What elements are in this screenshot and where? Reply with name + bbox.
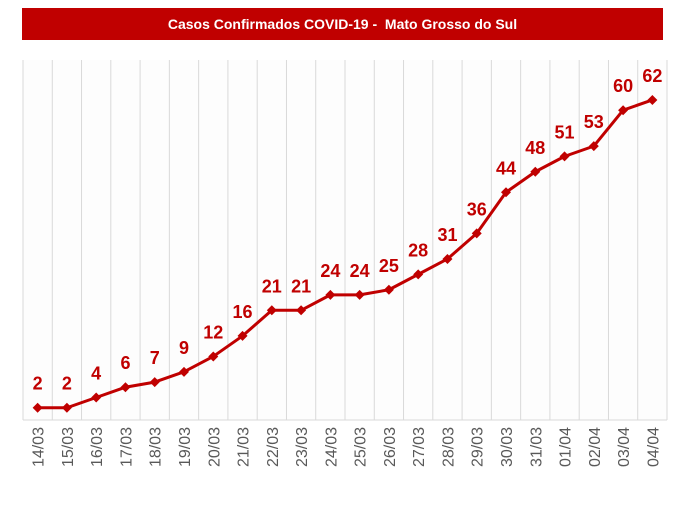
data-label: 48 xyxy=(525,138,545,158)
chart-title: Casos Confirmados COVID-19 - Mato Grosso… xyxy=(22,8,663,40)
data-point-marker xyxy=(530,166,541,177)
data-point-marker xyxy=(618,105,629,116)
data-label: 62 xyxy=(642,66,662,86)
data-point-marker xyxy=(501,187,511,198)
x-tick-label: 27/03 xyxy=(411,427,428,467)
x-tick-label: 18/03 xyxy=(148,427,165,467)
x-tick-label: 15/03 xyxy=(60,427,77,467)
x-tick-label: 19/03 xyxy=(177,427,194,467)
x-tick-label: 20/03 xyxy=(206,427,223,467)
x-tick-label: 30/03 xyxy=(499,427,516,467)
data-label: 2 xyxy=(62,374,72,394)
data-label: 21 xyxy=(262,276,282,296)
data-point-marker xyxy=(442,253,453,264)
data-label: 16 xyxy=(233,302,253,322)
x-tick-label: 29/03 xyxy=(470,427,487,467)
x-tick-label: 14/03 xyxy=(31,427,48,467)
data-label: 44 xyxy=(496,158,516,178)
data-label: 2 xyxy=(33,374,43,394)
data-label: 24 xyxy=(320,261,340,281)
data-point-marker xyxy=(120,382,131,393)
x-tick-label: 04/04 xyxy=(645,427,662,467)
data-label: 51 xyxy=(555,122,575,142)
data-label: 53 xyxy=(584,112,604,132)
data-label: 6 xyxy=(120,353,130,373)
data-label: 4 xyxy=(91,363,101,383)
data-label: 24 xyxy=(350,261,370,281)
data-point-marker xyxy=(91,392,102,403)
data-point-marker xyxy=(354,289,365,300)
x-tick-label: 01/04 xyxy=(558,427,575,467)
data-label: 60 xyxy=(613,76,633,96)
data-point-marker xyxy=(296,305,307,316)
x-tick-label: 21/03 xyxy=(236,427,253,467)
data-point-marker xyxy=(266,305,277,316)
data-point-marker xyxy=(32,402,43,413)
data-label: 12 xyxy=(203,322,223,342)
x-tick-label: 23/03 xyxy=(294,427,311,467)
x-tick-label: 02/04 xyxy=(587,427,604,467)
x-tick-label: 16/03 xyxy=(89,427,106,467)
x-tick-label: 25/03 xyxy=(353,427,370,467)
data-label: 21 xyxy=(291,276,311,296)
data-label: 31 xyxy=(437,225,457,245)
data-point-marker xyxy=(325,289,336,300)
x-tick-label: 24/03 xyxy=(323,427,340,467)
data-point-marker xyxy=(588,141,599,152)
x-tick-label: 17/03 xyxy=(118,427,135,467)
data-point-marker xyxy=(471,228,482,239)
data-point-marker xyxy=(179,366,189,377)
data-point-marker xyxy=(208,351,219,362)
data-point-marker xyxy=(647,94,658,105)
data-label: 7 xyxy=(150,348,160,368)
data-label: 36 xyxy=(467,199,487,219)
data-point-marker xyxy=(559,151,570,162)
data-label: 9 xyxy=(179,338,189,358)
data-label: 25 xyxy=(379,256,399,276)
data-point-marker xyxy=(413,269,424,280)
series-line xyxy=(37,98,653,410)
x-tick-label: 03/04 xyxy=(616,427,633,467)
data-point-marker xyxy=(149,377,160,388)
x-tick-label: 28/03 xyxy=(440,427,457,467)
data-point-marker xyxy=(61,402,72,413)
data-label: 28 xyxy=(408,240,428,260)
data-point-marker xyxy=(383,284,394,295)
x-tick-label: 22/03 xyxy=(265,427,282,467)
data-point-marker xyxy=(237,330,248,341)
x-tick-label: 26/03 xyxy=(382,427,399,467)
x-tick-label: 31/03 xyxy=(528,427,545,467)
